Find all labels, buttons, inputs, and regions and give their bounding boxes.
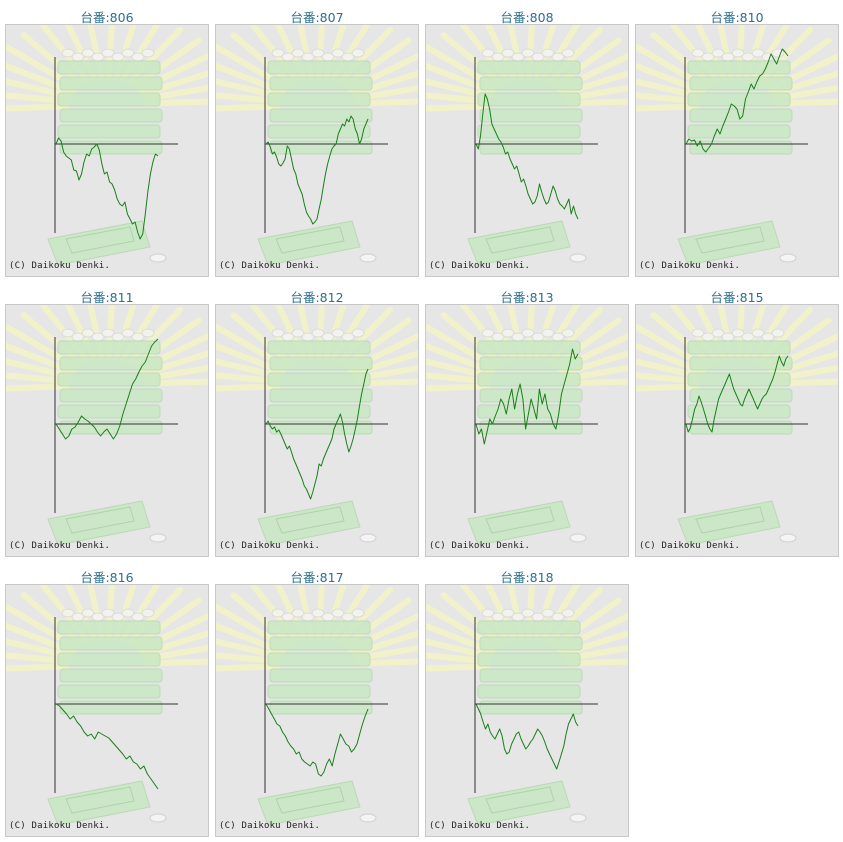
copyright-label: (C) Daikoku Denki.	[9, 821, 111, 831]
machine-title-link[interactable]: 台番:815	[710, 290, 764, 305]
machine-chart-3: 台番:810 (C) Daikoku Denki.	[635, 4, 839, 278]
slot-machine-background	[216, 585, 418, 826]
chart-svg	[6, 585, 208, 826]
copyright-label: (C) Daikoku Denki.	[9, 541, 111, 551]
balance-line	[475, 703, 579, 770]
machine-chart-2: 台番:808 (C) Daikoku Denki.	[425, 4, 629, 278]
slot-machine-background	[426, 585, 628, 826]
machine-title-link[interactable]: 台番:813	[500, 290, 554, 305]
balance-line	[475, 93, 579, 220]
machine-chart-4: 台番:811 (C) Daikoku Denki.	[5, 284, 209, 558]
machine-chart-panel[interactable]: (C) Daikoku Denki.	[5, 24, 209, 277]
machine-title-link[interactable]: 台番:811	[80, 290, 134, 305]
balance-line	[265, 368, 369, 500]
slot-machine-background	[216, 305, 418, 546]
chart-svg	[426, 305, 628, 546]
chart-svg	[636, 305, 838, 546]
slot-machine-background	[6, 25, 208, 266]
slot-machine-background	[6, 305, 208, 546]
machine-chart-1: 台番:807 (C) Daikoku Denki.	[215, 4, 419, 278]
machine-chart-panel[interactable]: (C) Daikoku Denki.	[5, 584, 209, 837]
slot-machine-background	[636, 305, 838, 546]
machine-title-link[interactable]: 台番:810	[710, 10, 764, 25]
machine-title-link[interactable]: 台番:806	[80, 10, 134, 25]
chart-svg	[636, 25, 838, 266]
machine-chart-panel[interactable]: (C) Daikoku Denki.	[635, 24, 839, 277]
machine-chart-panel[interactable]: (C) Daikoku Denki.	[215, 304, 419, 557]
chart-svg	[216, 585, 418, 826]
machine-chart-panel[interactable]: (C) Daikoku Denki.	[5, 304, 209, 557]
copyright-label: (C) Daikoku Denki.	[639, 541, 741, 551]
balance-line	[685, 355, 789, 433]
machine-chart-8: 台番:816 (C) Daikoku Denki.	[5, 564, 209, 838]
machine-chart-panel[interactable]: (C) Daikoku Denki.	[635, 304, 839, 557]
machine-chart-0: 台番:806 (C) Daikoku Denki.	[5, 4, 209, 278]
machine-chart-panel[interactable]: (C) Daikoku Denki.	[215, 24, 419, 277]
machine-chart-6: 台番:813 (C) Daikoku Denki.	[425, 284, 629, 558]
copyright-label: (C) Daikoku Denki.	[429, 541, 531, 551]
machine-title-link[interactable]: 台番:812	[290, 290, 344, 305]
machine-chart-panel[interactable]: (C) Daikoku Denki.	[425, 584, 629, 837]
chart-svg	[6, 25, 208, 266]
machine-chart-10: 台番:818 (C) Daikoku Denki.	[425, 564, 629, 838]
machine-chart-7: 台番:815 (C) Daikoku Denki.	[635, 284, 839, 558]
balance-line	[55, 703, 159, 790]
copyright-label: (C) Daikoku Denki.	[9, 261, 111, 271]
machine-title-link[interactable]: 台番:816	[80, 570, 134, 585]
slot-machine-background	[426, 305, 628, 546]
copyright-label: (C) Daikoku Denki.	[639, 261, 741, 271]
copyright-label: (C) Daikoku Denki.	[219, 541, 321, 551]
copyright-label: (C) Daikoku Denki.	[219, 821, 321, 831]
chart-svg	[426, 585, 628, 826]
chart-svg	[216, 305, 418, 546]
machine-title-link[interactable]: 台番:818	[500, 570, 554, 585]
machine-title-link[interactable]: 台番:808	[500, 10, 554, 25]
machine-title-link[interactable]: 台番:807	[290, 10, 344, 25]
balance-line	[55, 137, 159, 240]
chart-svg	[6, 305, 208, 546]
machine-title-link[interactable]: 台番:817	[290, 570, 344, 585]
copyright-label: (C) Daikoku Denki.	[219, 261, 321, 271]
balance-line	[55, 338, 159, 440]
slot-machine-background	[636, 25, 838, 266]
slot-machine-background	[426, 25, 628, 266]
machine-chart-panel[interactable]: (C) Daikoku Denki.	[425, 24, 629, 277]
copyright-label: (C) Daikoku Denki.	[429, 261, 531, 271]
copyright-label: (C) Daikoku Denki.	[429, 821, 531, 831]
chart-svg	[216, 25, 418, 266]
balance-line	[475, 348, 579, 445]
balance-line	[265, 115, 369, 225]
balance-line	[685, 48, 789, 153]
slot-machine-background	[216, 25, 418, 266]
machine-chart-9: 台番:817 (C) Daikoku Denki.	[215, 564, 419, 838]
chart-svg	[426, 25, 628, 266]
machine-chart-panel[interactable]: (C) Daikoku Denki.	[215, 584, 419, 837]
balance-line	[265, 703, 369, 777]
machine-chart-5: 台番:812 (C) Daikoku Denki.	[215, 284, 419, 558]
machine-chart-panel[interactable]: (C) Daikoku Denki.	[425, 304, 629, 557]
slot-machine-background	[6, 585, 208, 826]
